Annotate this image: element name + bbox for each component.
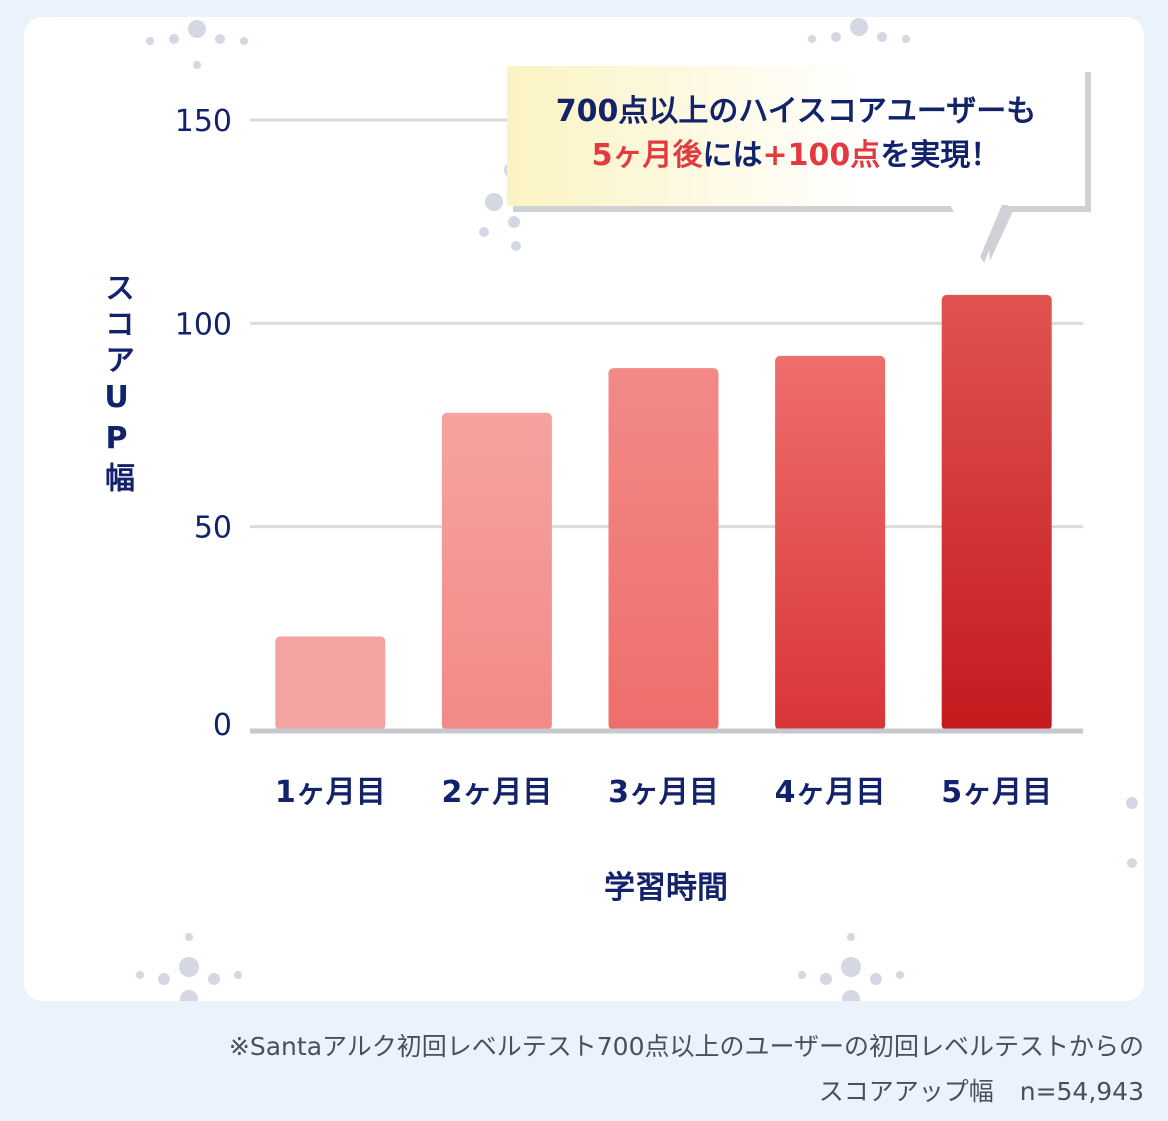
bar-5 <box>941 294 1052 730</box>
callout-highlight-points: +100点 <box>762 138 881 173</box>
x-tick-label: 2ヶ月目 <box>441 775 552 810</box>
snowflake-decoration <box>136 933 242 1001</box>
callout-line1: 700点以上のハイスコアユーザーも <box>555 94 1037 129</box>
x-tick-label: 3ヶ月目 <box>608 775 719 810</box>
x-tick-label: 1ヶ月目 <box>275 775 386 810</box>
x-axis-label: 学習時間 <box>604 870 728 906</box>
footnote-line2: スコアアップ幅 <box>818 1077 994 1106</box>
callout-text: には <box>702 138 763 173</box>
footnote: ※Santaアルク初回レベルテスト700点以上のユーザーの初回レベルテストからの… <box>14 1024 1144 1114</box>
sample-size: n=54,943 <box>1019 1077 1144 1106</box>
y-tick-label: 150 <box>175 104 232 139</box>
y-axis-label: スコアUP幅 <box>99 272 134 498</box>
footnote-line1: ※Santaアルク初回レベルテスト700点以上のユーザーの初回レベルテストからの <box>228 1032 1144 1061</box>
y-tick-label: 0 <box>213 708 232 743</box>
y-tick-label: 100 <box>175 307 232 342</box>
callout-tail <box>950 205 1014 263</box>
callout-box: 700点以上のハイスコアユーザーも 5ヶ月後には+100点を実現！ <box>507 66 1085 206</box>
bar-4 <box>775 355 886 730</box>
callout-line2: 5ヶ月後には+100点を実現！ <box>507 132 1085 180</box>
snowflake-decoration <box>146 20 248 69</box>
bar-1 <box>275 636 386 730</box>
y-tick-label: 50 <box>194 511 232 546</box>
x-tick-label: 4ヶ月目 <box>775 775 886 810</box>
callout-text: を実現！ <box>880 138 1001 173</box>
bar-3 <box>608 368 719 730</box>
x-tick-label: 5ヶ月目 <box>941 775 1052 810</box>
snowflake-decoration <box>798 933 904 1001</box>
callout-highlight-months: 5ヶ月後 <box>591 138 703 173</box>
snowflake-decoration <box>808 18 910 43</box>
bar-2 <box>441 412 552 730</box>
snowflake-decoration <box>1126 797 1138 868</box>
